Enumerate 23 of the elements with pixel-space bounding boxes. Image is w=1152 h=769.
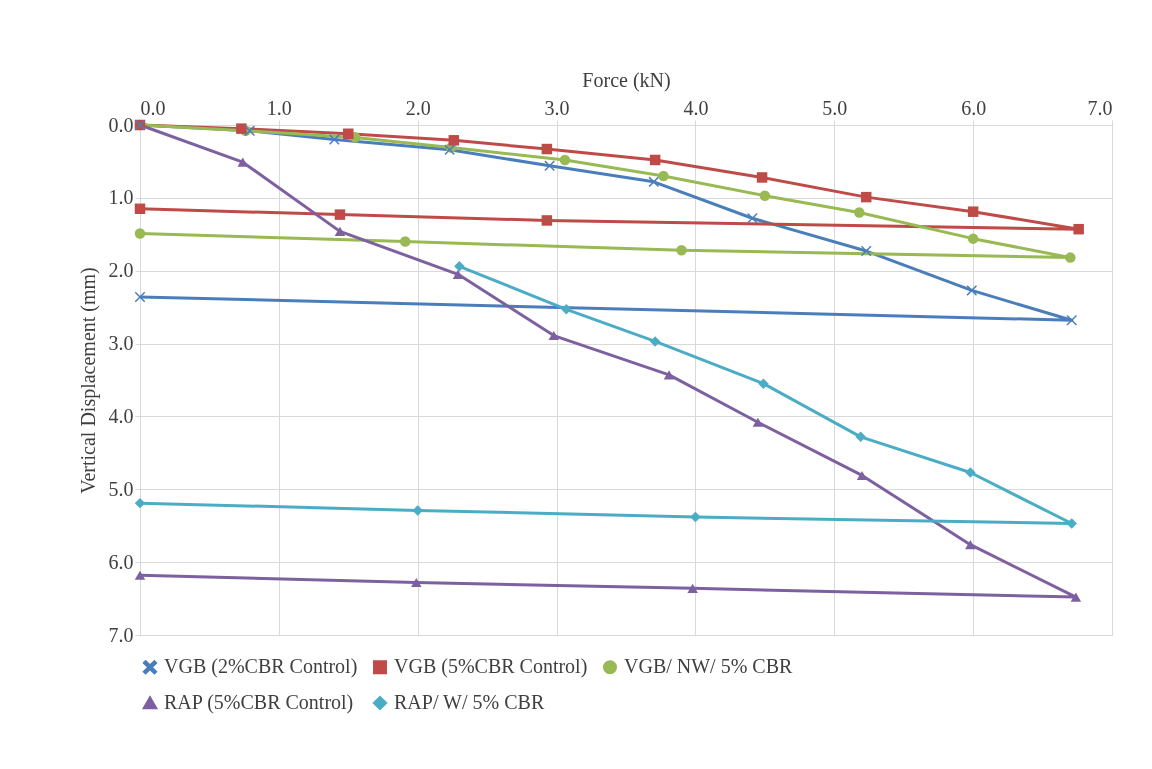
y-tick-label: 1.0: [108, 186, 134, 209]
legend-label: VGB (5%CBR Control): [394, 655, 588, 679]
y-tick-label: 4.0: [108, 404, 134, 427]
x-tick-label: 4.0: [683, 96, 709, 119]
legend-label: RAP (5%CBR Control): [164, 691, 354, 714]
y-tick-label: 6.0: [108, 550, 134, 573]
x-tick-label: 7.0: [1087, 96, 1113, 119]
y-tick-label: 5.0: [108, 477, 134, 500]
y-tick-label: 2.0: [108, 259, 134, 282]
x-tick-label: 1.0: [266, 96, 292, 119]
y-tick-label: 0.0: [108, 113, 134, 136]
x-tick-label: 0.0: [140, 96, 166, 119]
legend-label: VGB/ NW/ 5% CBR: [624, 655, 793, 678]
x-tick-label: 6.0: [961, 96, 987, 119]
y-axis-title: Vertical Displacement (mm): [76, 267, 100, 494]
x-tick-label: 5.0: [822, 96, 848, 119]
x-axis-title: Force (kN): [582, 68, 671, 92]
y-tick-label: 7.0: [108, 623, 134, 646]
x-tick-label: 3.0: [544, 96, 570, 119]
y-tick-label: 3.0: [108, 332, 134, 355]
x-tick-label: 2.0: [405, 96, 431, 119]
legend-label: VGB (2%CBR Control): [164, 655, 358, 679]
legend-label: RAP/ W/ 5% CBR: [394, 691, 545, 713]
